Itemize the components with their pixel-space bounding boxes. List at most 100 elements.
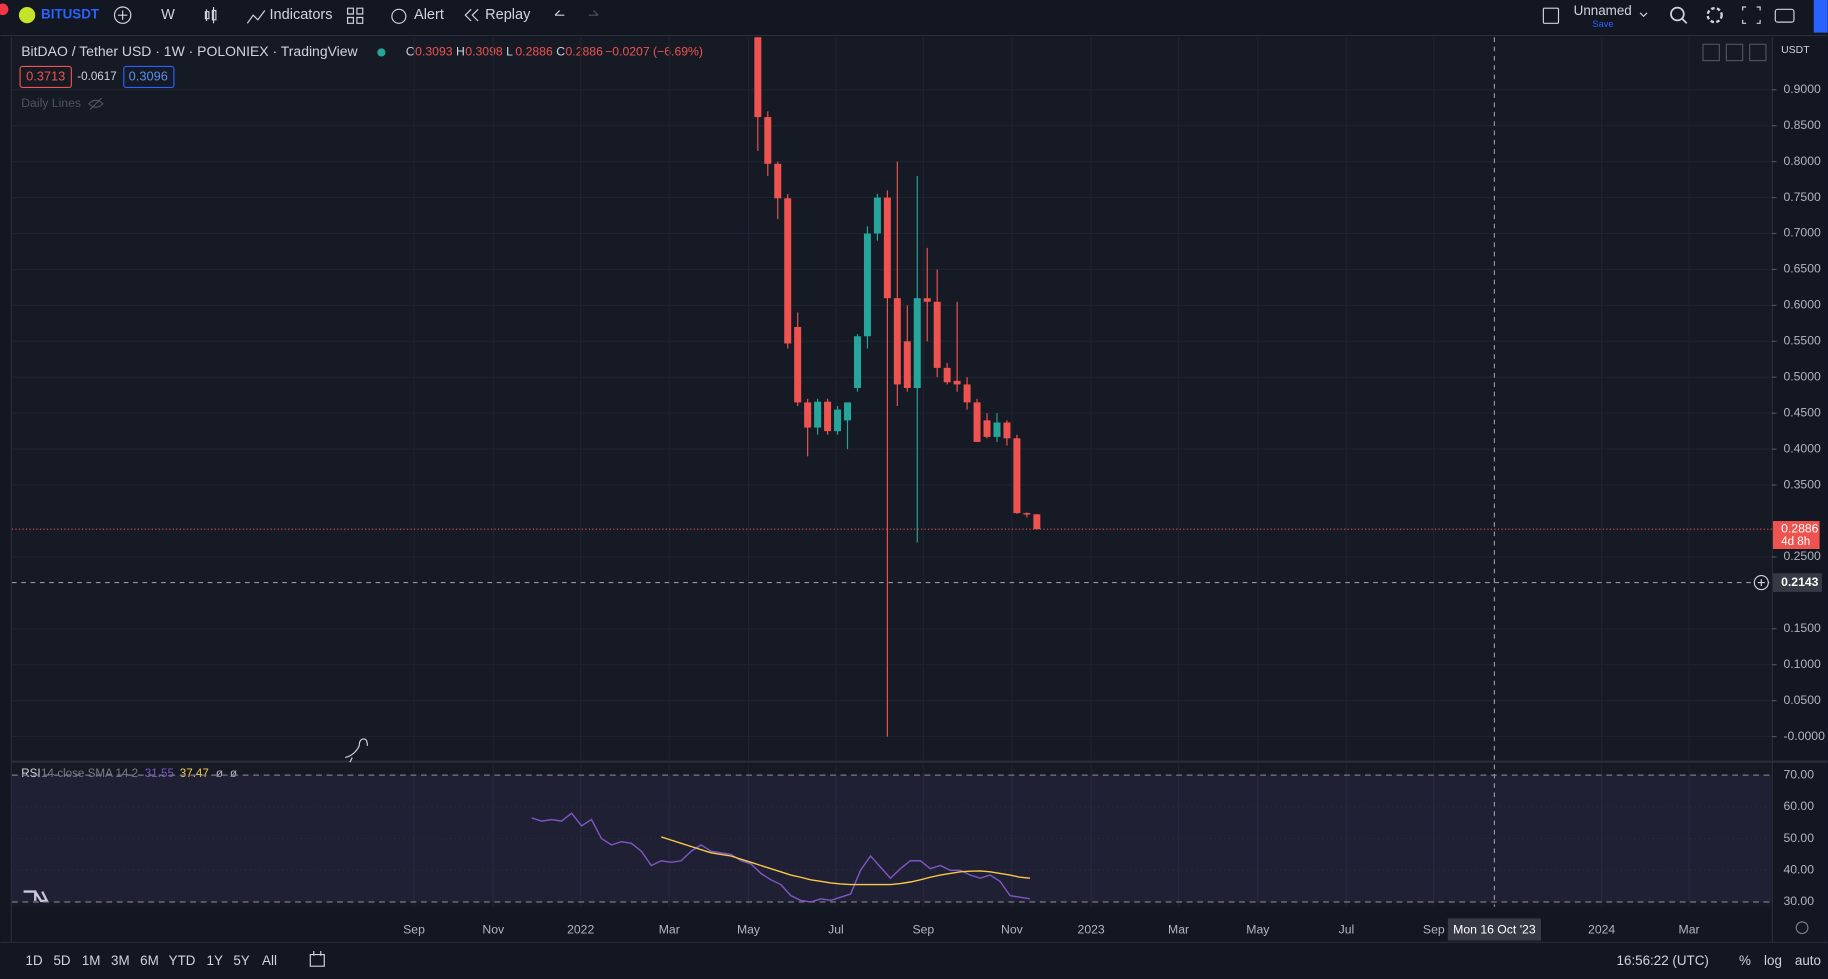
rsi-sma-value: 37.47 (180, 767, 209, 780)
range-button[interactable]: 1D (26, 953, 43, 968)
y-tick-label: 0.5500 (1783, 334, 1821, 348)
scale-button[interactable]: auto (1795, 953, 1821, 968)
currency[interactable]: USDT (1781, 45, 1810, 56)
range-button[interactable]: 5Y (233, 953, 249, 968)
rsi-tick-label: 30.00 (1783, 894, 1814, 908)
chart-title: BitDAO / Tether USD · 1W · POLONIEX · Tr… (21, 43, 358, 59)
publish[interactable] (1813, 0, 1828, 33)
layouts-icon[interactable] (346, 7, 364, 24)
dino-icon (345, 738, 368, 763)
time-label: May (1246, 922, 1270, 936)
range-button[interactable]: 1Y (207, 953, 223, 968)
range-button[interactable]: All (262, 953, 277, 968)
candle-body (883, 197, 891, 299)
layout-menu[interactable] (1639, 12, 1648, 18)
candle-body (963, 384, 971, 403)
button-alert[interactable]: Alert (414, 7, 444, 23)
goto-date[interactable] (309, 951, 325, 967)
candle-body (754, 37, 762, 118)
scale-button[interactable]: log (1764, 953, 1782, 968)
sell-box[interactable] (19, 65, 72, 88)
symbol-icon (18, 6, 36, 24)
candle-body (1033, 514, 1041, 530)
ohlc-key: O (406, 45, 416, 59)
grid (11, 37, 1772, 907)
buy-price[interactable]: 0.3096 (129, 68, 168, 83)
candle-body (1013, 438, 1021, 514)
symbol[interactable]: BITUSDT (41, 7, 100, 22)
range-button[interactable]: 6M (140, 953, 159, 968)
layout-name[interactable]: Unnamed (1574, 3, 1632, 18)
candle-body (863, 233, 871, 337)
range-button[interactable]: 3M (111, 953, 130, 968)
scale-button[interactable]: % (1739, 953, 1751, 968)
ohlc-key: L (506, 45, 513, 59)
search[interactable] (1670, 6, 1685, 22)
hide-icon[interactable] (88, 97, 104, 110)
undo[interactable] (554, 10, 565, 16)
last-price-tag (1772, 521, 1820, 549)
settings[interactable] (1706, 6, 1723, 24)
pane-maximize[interactable] (1749, 43, 1767, 62)
range-button[interactable]: 1M (82, 953, 101, 968)
candle-body (953, 380, 961, 385)
candle-body (913, 298, 921, 389)
y-tick-label: 0.2500 (1783, 549, 1821, 563)
time-label: Nov (482, 922, 505, 936)
fullscreen[interactable] (1742, 6, 1761, 24)
time-label: Mar (1168, 922, 1189, 936)
time-label: Sep (1423, 922, 1445, 936)
y-tick-label: 0.0500 (1783, 693, 1821, 707)
interval[interactable]: W (161, 7, 175, 23)
candle-body (774, 163, 782, 199)
range-button[interactable]: YTD (169, 953, 196, 968)
y-tick-label: 0.3500 (1783, 477, 1821, 491)
ohlc-value: 0.2886 (566, 45, 604, 59)
buy-box[interactable] (123, 65, 175, 88)
plot-bg (11, 37, 1772, 760)
add-symbol[interactable] (113, 6, 132, 24)
rsi-value: 31.55 (145, 767, 174, 780)
y-tick-label: 0.1500 (1783, 621, 1821, 635)
sell-price[interactable]: 0.3713 (26, 68, 65, 83)
status-dot (377, 48, 386, 57)
y-tick-label: -0.0000 (1783, 729, 1825, 743)
tv-logo (23, 890, 49, 903)
y-tick-label: 0.6500 (1783, 262, 1821, 276)
save[interactable]: Save (1592, 19, 1613, 29)
y-tick-label: 0.7000 (1783, 226, 1821, 240)
time-label: 2024 (1588, 922, 1615, 936)
redo[interactable] (588, 10, 599, 16)
time-label: May (737, 922, 761, 936)
spread: -0.0617 (77, 70, 116, 83)
button-replay[interactable]: Replay (485, 7, 531, 23)
crosshair-time-tag (1447, 918, 1542, 941)
candle-body (873, 197, 881, 234)
pane-collapse[interactable] (1725, 43, 1744, 62)
ohlc-legend: O 0.3093 H 0.3098 L 0.2886 C 0.2886 −0.0207 (−6.… (406, 45, 703, 59)
pane-down[interactable] (1702, 43, 1720, 62)
y-tick-label: 0.5000 (1783, 369, 1821, 383)
ohlc-key: C (556, 45, 565, 59)
button-indicators[interactable]: Indicators (269, 7, 332, 23)
candle-body (814, 401, 822, 428)
range-button[interactable]: 5D (53, 953, 70, 968)
candle-body (804, 402, 812, 428)
chart-type-icon[interactable] (204, 6, 217, 24)
snapshot[interactable] (1774, 8, 1795, 23)
candle-body (834, 409, 842, 432)
y-tick-label: 0.9000 (1783, 82, 1821, 96)
rsi-extra: ø (216, 767, 223, 780)
time-label: Jul (828, 922, 844, 936)
candle-body (1023, 513, 1031, 515)
y-tick-label: 0.8500 (1783, 118, 1821, 132)
rsi-tick-label: 50.00 (1783, 831, 1814, 845)
axis-settings[interactable] (1795, 921, 1809, 935)
layout-checkbox[interactable] (1542, 7, 1560, 24)
rsi-band (11, 775, 1772, 902)
rsi-extra: ø (230, 767, 237, 780)
y-tick-label: 0.7500 (1783, 190, 1821, 204)
candle-body (993, 422, 1001, 437)
